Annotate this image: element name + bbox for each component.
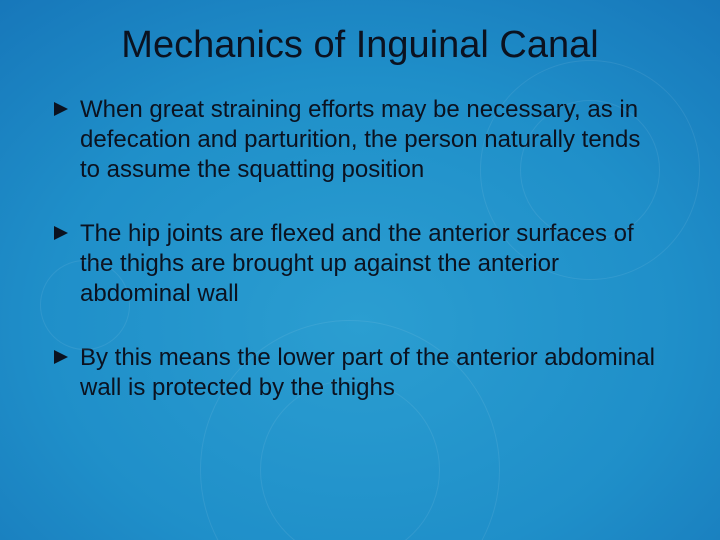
slide-title: Mechanics of Inguinal Canal — [0, 0, 720, 85]
bullet-text: By this means the lower part of the ante… — [80, 343, 666, 403]
list-item: The hip joints are flexed and the anteri… — [54, 219, 666, 309]
triangle-bullet-icon — [54, 102, 68, 116]
slide-body: When great straining efforts may be nece… — [0, 85, 720, 403]
list-item: By this means the lower part of the ante… — [54, 343, 666, 403]
bullet-text: When great straining efforts may be nece… — [80, 95, 666, 185]
triangle-bullet-icon — [54, 226, 68, 240]
bullet-text: The hip joints are flexed and the anteri… — [80, 219, 666, 309]
list-item: When great straining efforts may be nece… — [54, 95, 666, 185]
ripple-decoration — [260, 380, 440, 540]
triangle-bullet-icon — [54, 350, 68, 364]
